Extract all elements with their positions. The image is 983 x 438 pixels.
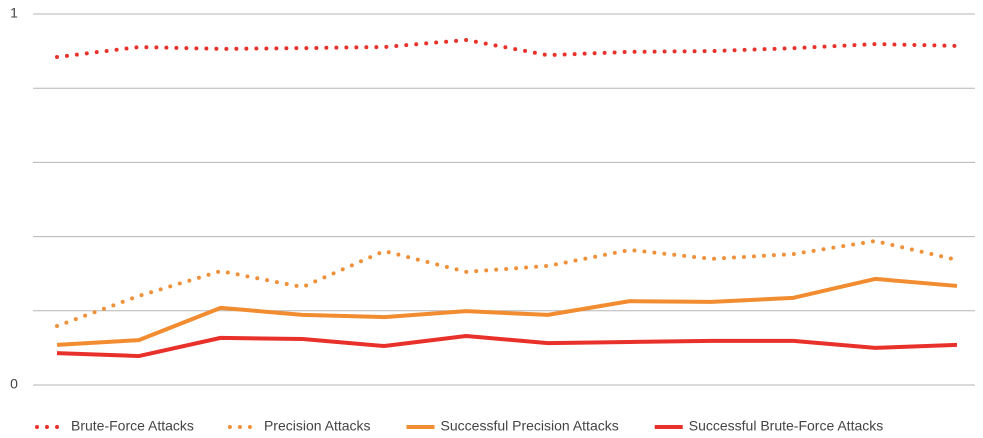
legend-label: Brute-Force Attacks (71, 418, 194, 434)
series-line (56, 334, 958, 359)
series-line (56, 276, 958, 347)
y-tick-label: 0 (10, 376, 18, 392)
legend-label: Successful Precision Attacks (441, 418, 619, 434)
y-tick-label: 1 (10, 5, 18, 21)
legend-label: Successful Brute-Force Attacks (689, 418, 884, 434)
legend-label: Precision Attacks (264, 418, 371, 434)
series-line (55, 37, 959, 60)
series-line (55, 239, 959, 329)
